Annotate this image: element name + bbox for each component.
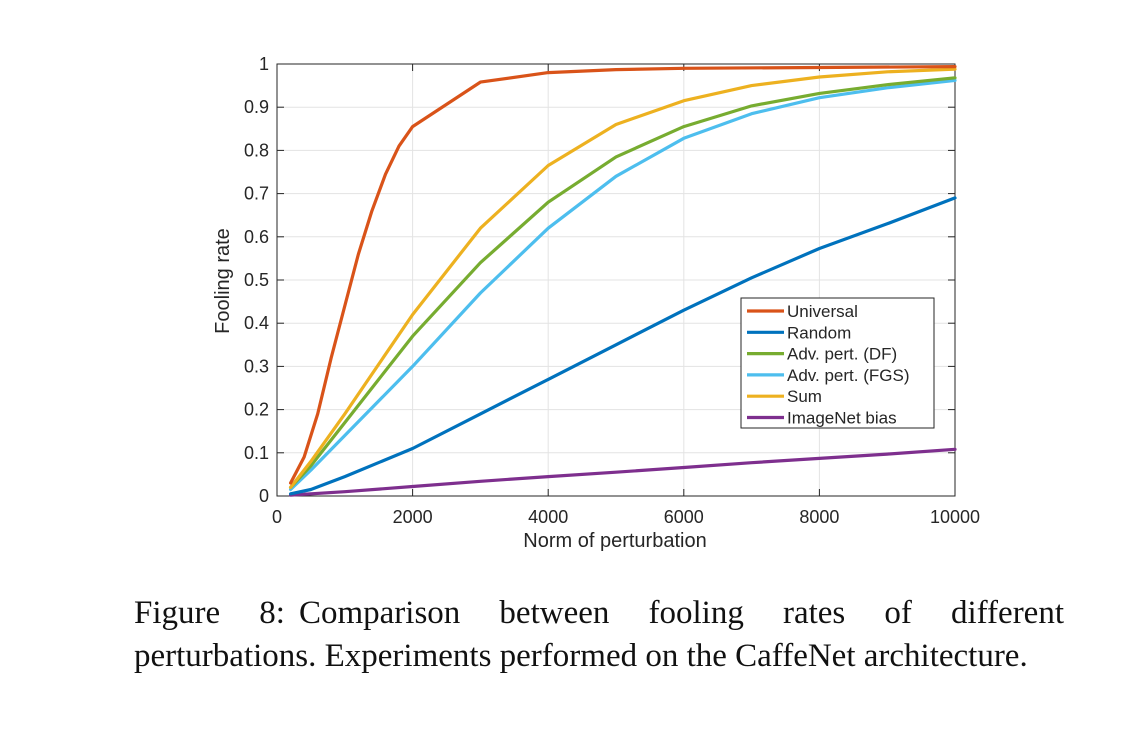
x-tick-label: 10000: [930, 507, 980, 527]
series-line-adv-pert-df: [289, 76, 957, 489]
series-line-sum: [289, 67, 957, 489]
legend-entry: ImageNet bias: [787, 409, 897, 428]
y-axis-label: Fooling rate: [212, 228, 234, 334]
legend-entry: Adv. pert. (DF): [787, 345, 897, 364]
y-tick-label: 0: [259, 486, 269, 506]
line-chart: 0 2000 4000 6000 8000 10000 0 0.1 0.2 0.3 0.4 0.5 0.…: [212, 54, 980, 552]
series-line-imagenet-bias: [289, 447, 957, 497]
x-tick-label: 0: [272, 507, 282, 527]
grid-lines: [276, 63, 956, 497]
legend-entry: Adv. pert. (FGS): [787, 366, 910, 385]
series-line-random: [289, 196, 957, 496]
axes: 0 2000 4000 6000 8000 10000 0 0.1 0.2 0.3 0.4 0.5 0.…: [244, 54, 980, 527]
y-tick-label: 0.1: [244, 443, 269, 463]
y-tick-label: 0.7: [244, 184, 269, 204]
caption-text: Comparison between fooling rates of diff…: [134, 595, 1064, 674]
legend-entry: Sum: [787, 387, 822, 406]
y-tick-label: 1: [259, 54, 269, 74]
y-tick-label: 0.5: [244, 270, 269, 290]
y-tick-label: 0.6: [244, 227, 269, 247]
x-tick-label: 4000: [528, 507, 568, 527]
legend-entry: Random: [787, 323, 851, 342]
x-tick-label: 6000: [664, 507, 704, 527]
series-line-adv-pert-fgs: [289, 78, 957, 492]
y-tick-label: 0.9: [244, 97, 269, 117]
x-axis-label: Norm of perturbation: [523, 530, 706, 552]
figure-caption: Figure 8: Comparison between fooling rate…: [134, 592, 1064, 678]
y-tick-label: 0.2: [244, 400, 269, 420]
series-line-universal: [289, 64, 957, 485]
legend-box: [740, 297, 935, 429]
figure-label: Figure 8:: [134, 595, 285, 631]
data-series: [289, 64, 957, 497]
legend: Universal Random Adv. pert. (DF) Adv. pert.…: [740, 297, 935, 429]
y-tick-label: 0.3: [244, 356, 269, 376]
x-tick-label: 8000: [799, 507, 839, 527]
x-tick-label: 2000: [393, 507, 433, 527]
y-tick-label: 0.8: [244, 140, 269, 160]
y-tick-label: 0.4: [244, 313, 269, 333]
legend-entry: Universal: [787, 302, 858, 321]
